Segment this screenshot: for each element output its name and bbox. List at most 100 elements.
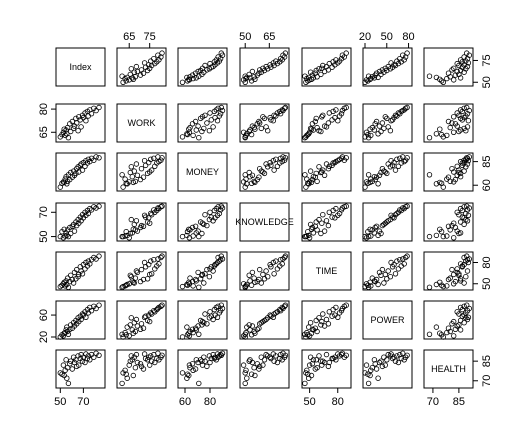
tick-label: 50 (54, 396, 66, 408)
data-point (93, 256, 99, 262)
panel-5-3 (239, 300, 290, 340)
data-point (187, 124, 193, 131)
data-point (249, 172, 256, 178)
data-point (67, 169, 74, 176)
data-point (388, 351, 394, 357)
panel-1-4 (301, 103, 352, 143)
tick-label: 65 (123, 31, 135, 43)
data-point (343, 50, 349, 56)
data-point (141, 212, 148, 218)
data-point (202, 112, 208, 118)
data-point (242, 134, 248, 141)
data-point (244, 181, 250, 187)
data-point (179, 283, 186, 290)
data-point (75, 274, 81, 280)
data-point (268, 355, 274, 362)
data-point (457, 276, 464, 282)
data-point (320, 311, 326, 317)
data-point (248, 371, 255, 377)
data-point (247, 278, 253, 284)
data-point (373, 118, 380, 125)
data-point (438, 131, 445, 138)
data-point (437, 126, 443, 132)
data-point (249, 123, 256, 129)
data-point (184, 281, 190, 288)
data-point (127, 71, 133, 78)
data-point (96, 352, 102, 358)
data-point (142, 313, 149, 319)
panel-frame (362, 202, 413, 242)
data-point (131, 168, 137, 174)
data-point (130, 279, 136, 285)
data-point (316, 353, 322, 359)
data-point (394, 156, 400, 162)
data-point (282, 50, 289, 56)
data-point (339, 305, 346, 312)
data-point (343, 302, 349, 308)
data-point (309, 361, 316, 367)
data-point (243, 75, 249, 82)
panel-frame (301, 349, 352, 389)
panel-4-5 (362, 251, 413, 291)
data-point (184, 371, 191, 377)
data-point (249, 269, 256, 276)
data-point (321, 172, 328, 178)
data-point (426, 284, 433, 290)
data-point (83, 314, 89, 320)
data-point (69, 276, 75, 283)
data-point (273, 258, 279, 264)
data-point (260, 114, 266, 120)
tick-label: 50 (304, 396, 316, 408)
data-point (189, 326, 196, 332)
data-point (385, 218, 391, 224)
data-point (69, 366, 75, 372)
tick-label: 50 (38, 230, 50, 242)
data-point (466, 154, 472, 160)
data-point (447, 124, 453, 131)
data-point (326, 163, 332, 169)
data-point (451, 77, 457, 83)
data-point (128, 274, 134, 280)
data-point (313, 115, 319, 122)
panel-frame (55, 47, 106, 87)
data-point (367, 372, 373, 379)
variable-label: Index (69, 62, 92, 72)
data-point (137, 176, 144, 183)
data-point (404, 155, 410, 161)
data-point (323, 124, 330, 130)
data-point (195, 228, 201, 234)
data-point (369, 178, 375, 185)
data-point (381, 280, 387, 286)
data-point (400, 350, 406, 356)
data-point (268, 117, 274, 123)
data-point (385, 63, 391, 70)
data-point (187, 275, 193, 281)
tick-label: 70 (481, 375, 493, 387)
data-point (373, 276, 380, 283)
data-point (464, 253, 470, 259)
data-point (93, 154, 99, 160)
data-point (179, 370, 186, 376)
data-point (127, 230, 133, 237)
panel-frame (423, 300, 474, 340)
data-point (65, 331, 72, 337)
data-point (212, 114, 218, 121)
data-point (244, 281, 250, 288)
panel-0-5 (362, 47, 413, 87)
data-point (440, 233, 446, 240)
panel-frame (301, 251, 352, 291)
data-point (248, 131, 255, 138)
data-point (332, 215, 338, 221)
data-point (464, 104, 470, 111)
data-point (271, 358, 277, 364)
data-point (218, 253, 224, 259)
data-point (305, 371, 311, 377)
panel-2-6 (423, 152, 474, 192)
data-point (373, 366, 380, 372)
data-point (214, 117, 221, 124)
data-point (243, 367, 249, 373)
data-point (119, 73, 125, 79)
data-point (260, 169, 266, 175)
data-point (445, 223, 452, 229)
data-point (138, 67, 145, 73)
